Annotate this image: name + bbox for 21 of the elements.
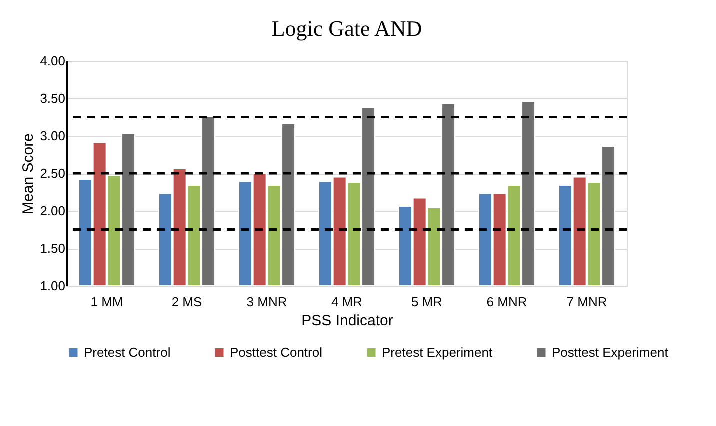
x-axis-title: PSS Indicator <box>302 312 394 330</box>
x-tick-label: 3 MNR <box>246 294 288 310</box>
y-tick-label: 2.50 <box>40 166 66 181</box>
y-axis-title: Mean Score <box>20 134 38 214</box>
y-tick-label: 3.50 <box>40 91 66 106</box>
y-tick-label: 1.00 <box>40 278 66 294</box>
legend-label: Posttest Control <box>230 344 323 360</box>
legend-label: Pretest Experiment <box>382 344 493 360</box>
x-tick-label: 4 MR <box>331 294 363 310</box>
legend-label: Pretest Control <box>84 344 171 360</box>
chart-title: Logic Gate AND <box>272 16 422 41</box>
x-tick-label: 1 MM <box>90 294 124 310</box>
x-tick-label: 7 MNR <box>566 294 608 310</box>
x-tick-label: 5 MR <box>411 294 443 310</box>
y-tick-label: 1.50 <box>40 241 66 256</box>
y-tick-label: 3.00 <box>40 128 66 144</box>
x-tick-label: 6 MNR <box>486 294 528 310</box>
legend-label: Posttest Experiment <box>552 344 669 360</box>
x-tick-label: 2 MS <box>172 294 202 310</box>
y-tick-label: 4.00 <box>40 54 66 68</box>
y-tick-label: 2.00 <box>40 204 66 218</box>
